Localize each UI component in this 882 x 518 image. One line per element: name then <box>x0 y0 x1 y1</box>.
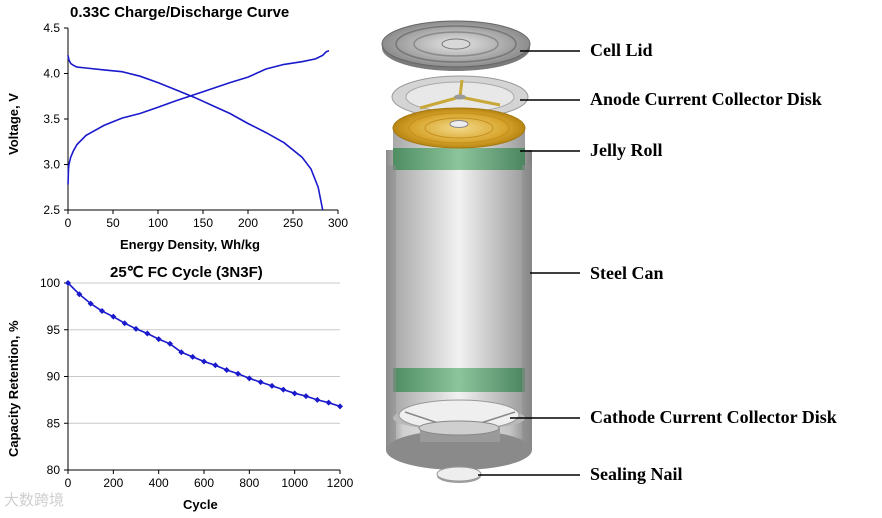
cell-lid <box>381 20 531 71</box>
label-cathode-current-collector-disk: Cathode Current Collector Disk <box>590 407 837 427</box>
label-anode-current-collector-disk: Anode Current Collector Disk <box>590 89 822 109</box>
watermark: 大数跨境 <box>4 491 65 509</box>
label-steel-can: Steel Can <box>590 263 664 283</box>
leader-lines <box>478 50 580 476</box>
label-jelly-roll: Jelly Roll <box>590 140 663 160</box>
x-axis-label-energy: Energy Density, Wh/kg <box>120 237 260 252</box>
label-cell-lid: Cell Lid <box>590 40 653 60</box>
x-axis-label-cycle: Cycle <box>183 497 218 512</box>
label-sealing-nail: Sealing Nail <box>590 464 683 484</box>
anode-collector-disk <box>391 75 529 119</box>
chart-title-cycle: 25℃ FC Cycle (3N3F) <box>110 264 263 281</box>
chart-title-voltage: 0.33C Charge/Discharge Curve <box>70 4 290 21</box>
cathode-collector-disk <box>398 399 520 442</box>
sealing-nail <box>436 466 482 483</box>
